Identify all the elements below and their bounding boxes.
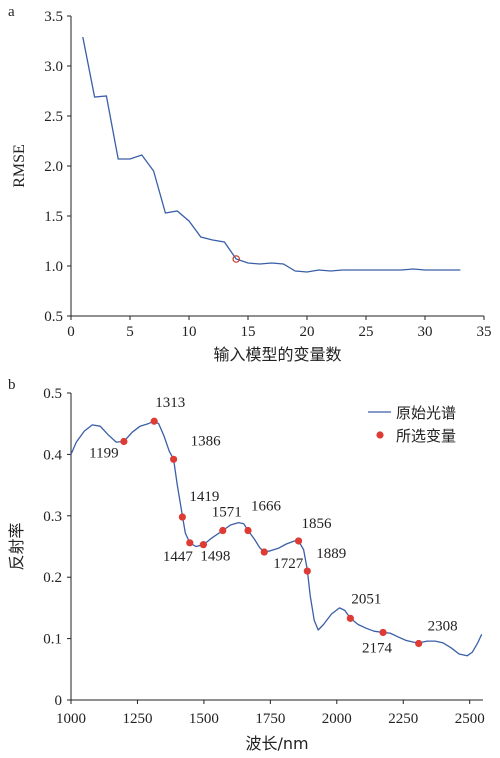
panel-b-x-tick-label: 1750 [255, 711, 285, 727]
panel-b-spectrum-line [70, 420, 483, 657]
panel-b-point-label: 2308 [428, 619, 458, 635]
panel-a-x-tick-label: 0 [67, 324, 75, 340]
panel-b-selected-point [415, 639, 423, 648]
panel-b: b 0 0.1 0.2 0.3 0.4 0.5 1000 1250 1500 1750 2000 225… [7, 377, 485, 753]
panel-b-x-tick-label: 2500 [455, 711, 485, 727]
panel-b-selected-point [219, 526, 227, 535]
panel-b-x-tick-label: 2250 [388, 711, 418, 727]
panel-a-y-tick-label: 0.5 [44, 309, 63, 325]
panel-b-point-label: 1498 [200, 549, 230, 565]
panel-b-point-label: 2051 [351, 591, 381, 607]
panel-b-point-label: 1666 [251, 499, 282, 515]
panel-b-point-label: 1199 [89, 446, 118, 462]
panel-b-selected-point [244, 526, 252, 535]
panel-b-y-tick-label: 0.1 [43, 632, 62, 648]
panel-a-x-tick-label: 10 [182, 324, 197, 340]
panel-a-y-tick-label: 2.0 [44, 159, 63, 175]
panel-a-x-axis-label: 输入模型的变量数 [213, 345, 341, 364]
panel-b-y-tick-label: 0.3 [43, 509, 62, 525]
legend-entry-selected: 所选变量 [396, 427, 456, 445]
panel-a-y-tick-label: 1.5 [44, 209, 63, 225]
panel-b-point-label: 1419 [189, 489, 219, 505]
panel-b-y-tick-label: 0.2 [43, 570, 62, 586]
panel-b-selected-point [199, 541, 207, 549]
panel-a-y-tick-label: 1.0 [44, 259, 63, 275]
panel-a-x-tick-label: 30 [418, 324, 433, 340]
panel-b-selected-point [379, 628, 387, 637]
panel-b-x-tick-label: 2000 [322, 711, 352, 727]
panel-b-selected-point [346, 614, 354, 622]
panel-b-selected-point [303, 567, 311, 575]
panel-b-point-label: 2174 [362, 640, 393, 656]
panel-a-y-tick-label: 2.5 [44, 109, 63, 125]
panel-b-selected-point [150, 417, 158, 425]
panel-a-x-tick-label: 20 [300, 324, 315, 340]
panel-a-x-tick-label: 15 [241, 324, 256, 340]
panel-a-y-axis-label: RMSE [11, 144, 28, 188]
panel-b-point-label: 1313 [155, 395, 185, 411]
panel-a-x-tick-label: 5 [126, 324, 134, 340]
panel-b-y-axis-label: 反射率 [7, 522, 26, 570]
panel-a-label: a [8, 4, 15, 20]
panel-b-selected-point [170, 455, 178, 463]
panel-b-x-tick-label: 1000 [56, 711, 86, 727]
legend-marker-swatch [376, 431, 384, 439]
panel-a-optimal-marker [232, 255, 241, 263]
legend-entry-spectrum: 原始光谱 [396, 404, 456, 422]
panel-a-x-tick-label: 35 [477, 324, 492, 340]
panel-a-x-tick-label: 25 [359, 324, 374, 340]
panel-a: a 0.5 1.0 1.5 2.0 2.5 3.0 3.5 0 5 10 15 20 25 30 35 RMSE… [8, 4, 492, 364]
panel-b-point-label: 1447 [163, 549, 194, 565]
panel-b-point-label: 1727 [273, 556, 304, 572]
panel-b-selected-point [186, 539, 194, 547]
panel-b-selected-point [178, 513, 186, 521]
panel-b-label: b [8, 377, 16, 393]
panel-a-y-tick-label: 3.0 [44, 59, 63, 75]
panel-b-selected-point [294, 537, 303, 545]
panel-b-y-tick-label: 0 [55, 693, 63, 709]
panel-a-rmse-line [82, 36, 461, 273]
panel-b-point-label: 1571 [212, 505, 242, 521]
panel-b-x-tick-label: 1250 [122, 711, 152, 727]
panel-b-x-axis-label: 波长/nm [245, 734, 308, 753]
panel-a-y-tick-label: 3.5 [44, 9, 63, 25]
panel-b-y-tick-label: 0.5 [43, 386, 62, 402]
panel-b-selected-point [120, 437, 128, 446]
panel-b-point-label: 1386 [191, 433, 222, 449]
panel-b-x-tick-label: 1500 [189, 711, 219, 727]
panel-b-point-label: 1856 [302, 516, 333, 532]
panel-b-point-label: 1889 [316, 546, 346, 562]
panel-b-y-tick-label: 0.4 [43, 447, 62, 463]
panel-b-selected-point [260, 548, 268, 556]
